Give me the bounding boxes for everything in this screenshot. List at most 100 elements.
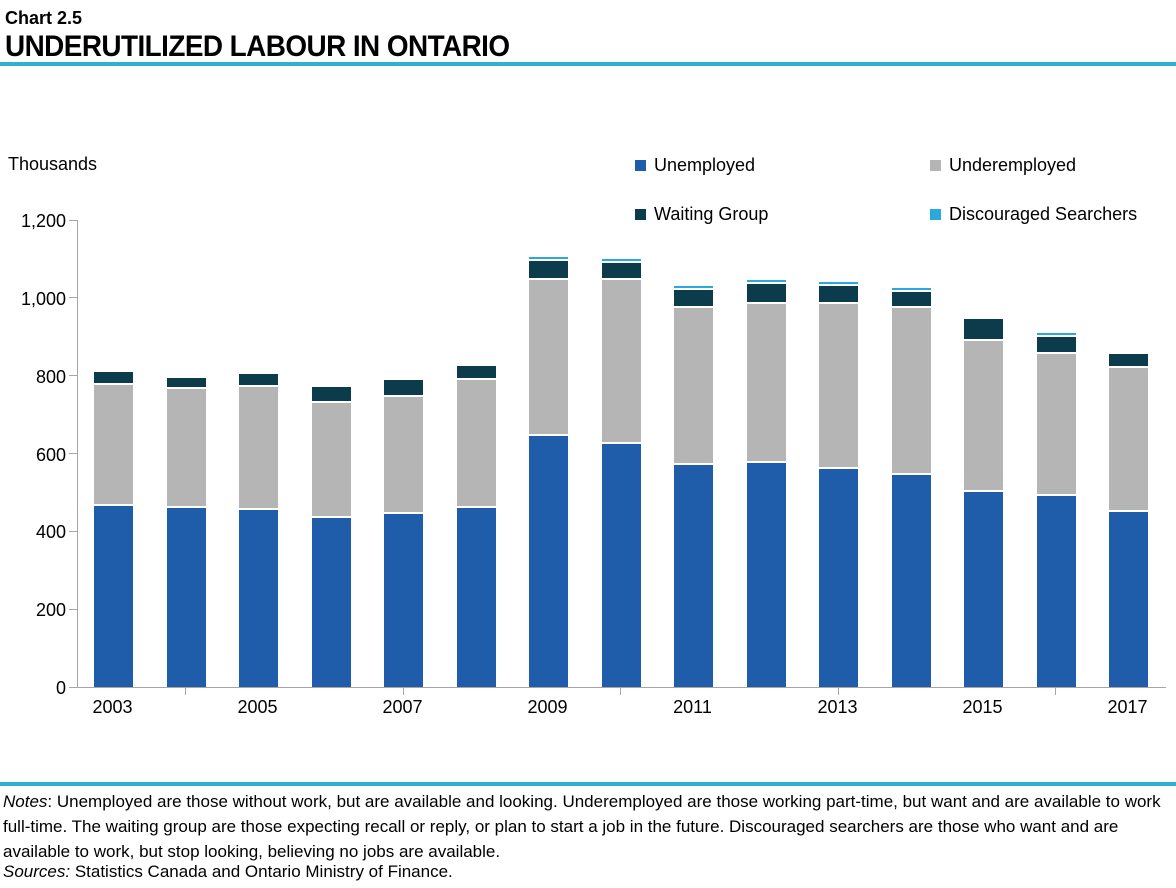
legend-swatch-discouraged-searchers <box>930 209 941 220</box>
chart-title: UNDERUTILIZED LABOUR IN ONTARIO <box>5 30 510 63</box>
bar-segment-unemployed-2003 <box>94 506 133 687</box>
bar-2008 <box>456 220 496 687</box>
legend-item-discouraged-searchers: Discouraged Searchers <box>930 204 1137 225</box>
y-axis-tick <box>69 530 77 532</box>
bar-segment-underemployed-2003 <box>94 385 133 507</box>
bar-segment-discouraged-searchers-2013 <box>819 282 858 287</box>
notes-text: : Unemployed are those without work, but… <box>3 792 1161 861</box>
bar-2017 <box>1109 220 1148 687</box>
bar-segment-waiting-group-2003 <box>94 371 133 386</box>
bar-2009 <box>529 220 568 687</box>
bar-segment-underemployed-2004 <box>166 389 206 508</box>
x-axis-tick <box>185 688 186 695</box>
y-axis-tick <box>69 375 77 377</box>
bar-segment-underemployed-2011 <box>674 307 713 466</box>
bar-segment-unemployed-2013 <box>819 469 858 687</box>
y-axis-tick <box>69 297 77 299</box>
x-axis-label-2015: 2015 <box>962 697 1003 717</box>
bar-segment-discouraged-searchers-2012 <box>746 280 786 285</box>
legend-label: Waiting Group <box>654 204 769 224</box>
y-tick-label: 400 <box>35 522 66 543</box>
bar-segment-waiting-group-2014 <box>891 292 931 308</box>
bar-segment-unemployed-2007 <box>384 513 423 687</box>
legend-swatch-waiting-group <box>635 209 646 220</box>
bar-2012 <box>746 220 786 687</box>
bar-segment-waiting-group-2017 <box>1109 354 1148 368</box>
y-tick-label: 600 <box>35 444 66 465</box>
bar-segment-unemployed-2010 <box>601 443 641 687</box>
y-tick-label: 800 <box>35 366 66 387</box>
bar-segment-waiting-group-2006 <box>311 387 351 403</box>
bar-2014 <box>891 220 931 687</box>
bar-segment-underemployed-2017 <box>1109 367 1148 512</box>
bar-segment-underemployed-2007 <box>384 397 423 514</box>
bar-segment-unemployed-2008 <box>456 507 496 687</box>
bar-2003 <box>94 220 133 687</box>
legend-swatch-unemployed <box>635 160 646 171</box>
legend-item-underemployed: Underemployed <box>930 155 1137 176</box>
bar-segment-underemployed-2005 <box>239 387 278 510</box>
bar-segment-discouraged-searchers-2010 <box>601 258 641 263</box>
bar-segment-discouraged-searchers-2015 <box>964 317 1003 320</box>
bar-segment-waiting-group-2011 <box>674 290 713 308</box>
x-axis-tick <box>1055 688 1056 695</box>
bar-segment-unemployed-2011 <box>674 465 713 687</box>
bar-segment-discouraged-searchers-2014 <box>891 288 931 292</box>
bar-segment-underemployed-2016 <box>1036 354 1076 497</box>
y-axis-tick <box>69 608 77 610</box>
bar-segment-underemployed-2015 <box>964 340 1003 493</box>
bar-2013 <box>819 220 858 687</box>
bar-segment-waiting-group-2010 <box>601 262 641 281</box>
bar-segment-discouraged-searchers-2011 <box>674 286 713 291</box>
y-axis-tick <box>69 686 77 688</box>
legend-item-waiting-group: Waiting Group <box>635 204 930 225</box>
bar-2011 <box>674 220 713 687</box>
bar-2006 <box>311 220 351 687</box>
x-axis-label-2011: 2011 <box>673 697 712 717</box>
notes-label: Notes <box>3 792 48 811</box>
y-axis-tick <box>69 219 77 221</box>
chart-number: Chart 2.5 <box>5 8 83 28</box>
bar-segment-unemployed-2004 <box>166 507 206 687</box>
bar-2016 <box>1036 220 1076 687</box>
bar-segment-underemployed-2010 <box>601 280 641 444</box>
x-axis-label-2007: 2007 <box>382 697 423 717</box>
bar-segment-underemployed-2006 <box>311 402 351 518</box>
bar-segment-waiting-group-2013 <box>819 286 858 304</box>
bar-segment-unemployed-2005 <box>239 509 278 687</box>
bar-2015 <box>964 220 1003 687</box>
bar-segment-discouraged-searchers-2016 <box>1036 332 1076 337</box>
x-axis-label-2017: 2017 <box>1107 697 1148 717</box>
chart-legend: Unemployed Underemployed Waiting Group Disc… <box>635 155 1137 225</box>
title-accent-rule <box>0 62 1176 66</box>
plot-area <box>77 220 1166 688</box>
sources-label: Sources: <box>3 862 71 881</box>
bar-segment-underemployed-2014 <box>891 307 931 475</box>
y-tick-label: 1,000 <box>20 288 66 309</box>
bar-segment-waiting-group-2015 <box>964 319 1003 341</box>
notes-accent-rule <box>0 782 1176 786</box>
bar-segment-waiting-group-2016 <box>1036 336 1076 355</box>
x-axis-tick <box>837 688 839 695</box>
y-tick-label: 200 <box>35 600 66 621</box>
y-tick-label: 1,200 <box>20 211 66 231</box>
bar-segment-unemployed-2016 <box>1036 496 1076 687</box>
bar-segment-waiting-group-2007 <box>384 379 423 398</box>
x-axis-label-2013: 2013 <box>817 697 858 717</box>
bar-segment-waiting-group-2004 <box>166 377 206 390</box>
bar-2004 <box>166 220 206 687</box>
legend-label: Underemployed <box>949 155 1077 175</box>
x-axis-tick <box>402 688 404 695</box>
legend-label: Unemployed <box>654 155 756 175</box>
bar-2007 <box>384 220 423 687</box>
sources-paragraph: Sources: Statistics Canada and Ontario M… <box>3 861 1169 883</box>
bar-segment-underemployed-2008 <box>456 379 496 508</box>
legend-label: Discouraged Searchers <box>949 204 1138 224</box>
sources-text: Statistics Canada and Ontario Ministry o… <box>70 862 453 881</box>
y-axis-tick <box>69 453 77 454</box>
bar-segment-unemployed-2017 <box>1109 511 1148 687</box>
bar-segment-unemployed-2009 <box>529 436 568 687</box>
bar-segment-unemployed-2012 <box>746 463 786 687</box>
bar-segment-waiting-group-2008 <box>456 365 496 380</box>
legend-swatch-underemployed <box>930 160 941 171</box>
